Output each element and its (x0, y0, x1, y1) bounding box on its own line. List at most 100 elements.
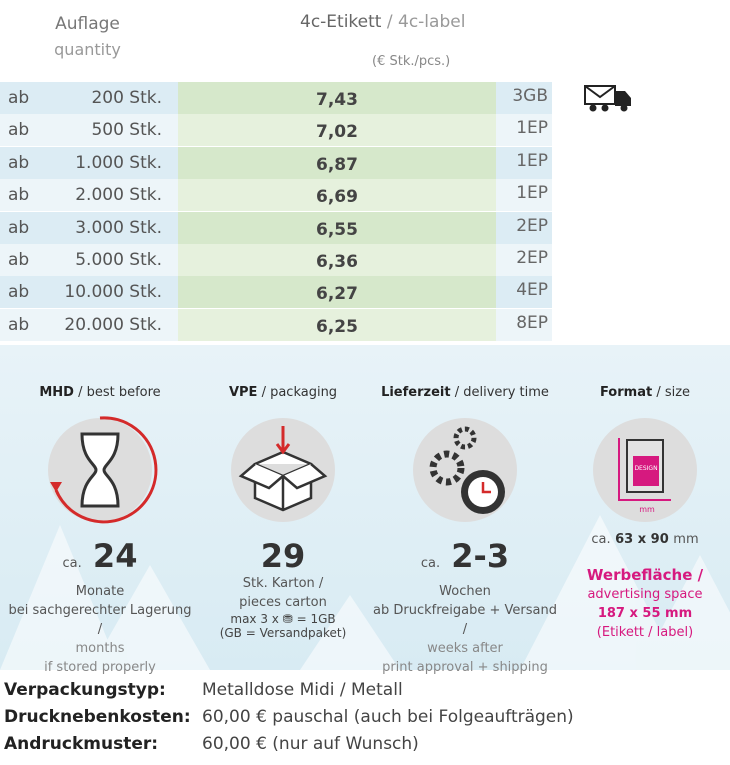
prefix: ab (8, 152, 30, 173)
info-column: MHD / best before ca. 24 Monate bei sachger… (5, 383, 195, 677)
spec-label: Drucknebenkosten: (4, 707, 191, 727)
info-line: (GB = Versandpaket) (219, 626, 347, 640)
spec-value: Metalldose Midi / Metall (202, 680, 403, 700)
info-column: VPE / packaging 29 Stk. Karton / pieces car… (188, 383, 378, 640)
shipping: 3GB (512, 86, 548, 106)
info-value: ca. 24 (5, 538, 195, 582)
shipping: 8EP (516, 312, 548, 333)
spacer (370, 412, 560, 532)
product-en: / 4c-label (386, 12, 466, 32)
info-line: Stk. Karton / (242, 576, 324, 591)
info-value: ca. 63 x 90 mm (550, 530, 730, 550)
prefix: ab (8, 282, 30, 303)
truck-icon (584, 85, 631, 112)
info-title-en: / size (656, 385, 691, 400)
info-line: 187 x 55 mm (597, 606, 693, 621)
info-title: Format / size (550, 383, 730, 402)
product-header: 4c-Etikett / 4c-label (300, 12, 465, 32)
info-panel: DESIGN mm MHD / best before ca. 24 Monate b… (0, 345, 730, 675)
quantity: 500 Stk. (91, 120, 162, 141)
info-line: if stored properly (44, 660, 156, 675)
product-de: 4c-Etikett (300, 12, 382, 32)
info-title-de: Format (599, 385, 653, 400)
quantity: 1.000 Stk. (75, 152, 162, 173)
info-number: 2-3 (451, 537, 510, 575)
info-title-de: MHD (39, 385, 74, 400)
price: 7,43 (178, 82, 496, 114)
info-value: ca. 2-3 (370, 538, 560, 582)
info-line: max 3 x ⛃ = 1GB (230, 612, 336, 626)
info-line: Monate (75, 584, 125, 599)
shipping: 1EP (516, 183, 548, 204)
info-title-en: / packaging (261, 385, 338, 400)
table-row: ab 2.000 Stk. 6,69 1EP (0, 179, 552, 212)
table-row: ab 5.000 Stk. 6,36 2EP (0, 244, 552, 276)
icon-text: mm (639, 505, 655, 514)
info-number: 29 (260, 537, 306, 575)
spec-label: Verpackungstyp: (4, 680, 166, 700)
shipping: 4EP (516, 280, 548, 301)
shipping: 2EP (516, 215, 548, 236)
info-line: ab Druckfreigabe + Versand / (373, 603, 557, 637)
info-line: months (75, 641, 125, 656)
info-number: 24 (92, 537, 138, 575)
quantity: 3.000 Stk. (75, 217, 162, 238)
spec-value: 60,00 € pauschal (auch bei Folgeaufträge… (202, 707, 574, 727)
quantity: 200 Stk. (91, 88, 162, 108)
info-line: weeks after (427, 641, 503, 656)
info-line: print approval + shipping (382, 660, 548, 675)
table-row: ab 200 Stk. 7,43 3GB (0, 82, 552, 114)
icons: DESIGN mm (48, 416, 697, 524)
spec-label: Andruckmuster: (4, 734, 159, 754)
prefix: ab (8, 314, 30, 335)
info-prefix: ca. (420, 556, 441, 571)
info-prefix: ca. (62, 556, 82, 571)
info-line: Werbefläche / (586, 566, 704, 584)
quantity: 20.000 Stk. (64, 314, 162, 335)
quantity: 10.000 Stk. (64, 282, 162, 303)
spacer (550, 550, 730, 566)
spacer (188, 412, 378, 532)
info-line: (Etikett / label) (596, 625, 694, 640)
info-column: Format / size ca. 63 x 90 mm Werbefläche /… (550, 383, 730, 642)
shipping: 1EP (516, 150, 548, 171)
info-line: advertising space (587, 587, 703, 602)
info-column: Lieferzeit / delivery time ca. 2-3 Wochen a… (370, 383, 560, 677)
info-title-en: / best before (78, 385, 161, 400)
info-line: pieces carton (239, 595, 327, 610)
spacer (550, 412, 730, 532)
quantity: 5.000 Stk. (75, 250, 162, 270)
table-row: ab 1.000 Stk. 6,87 1EP (0, 146, 552, 179)
table-row: ab 500 Stk. 7,02 1EP (0, 114, 552, 147)
prefix: ab (8, 185, 30, 206)
table-row: ab 10.000 Stk. 6,27 4EP (0, 276, 552, 309)
price: 6,27 (178, 276, 496, 309)
shipping: 2EP (516, 248, 548, 268)
prefix: ab (8, 88, 30, 108)
price: 6,25 (178, 308, 496, 341)
unit: (€ Stk./pcs.) (372, 54, 451, 69)
prefix: ab (8, 250, 30, 270)
info-line: bei sachgerechter Lagerung / (8, 603, 192, 637)
spec-row: Verpackungstyp: Metalldose Midi / Metall (4, 680, 403, 700)
price: 6,69 (178, 179, 496, 212)
info-title-de: Lieferzeit (381, 385, 451, 400)
price: 6,55 (178, 211, 496, 244)
quantity-header-en: quantity (54, 40, 121, 59)
info-unit: mm (673, 532, 699, 547)
info-value: 29 (188, 538, 378, 574)
price: 7,02 (178, 114, 496, 147)
info-title: MHD / best before (5, 383, 195, 402)
shipping: 1EP (516, 118, 548, 139)
quantity-header: Auflage (55, 14, 120, 34)
icon-text: DESIGN (634, 465, 657, 472)
spec-value: 60,00 € (nur auf Wunsch) (202, 734, 419, 754)
price: 6,87 (178, 146, 496, 179)
info-title-en: / delivery time (454, 385, 549, 400)
prefix: ab (8, 120, 30, 141)
info-title: Lieferzeit / delivery time (370, 383, 560, 402)
price: 6,36 (178, 244, 496, 276)
background-trees (0, 515, 730, 670)
quantity: 2.000 Stk. (75, 185, 162, 206)
